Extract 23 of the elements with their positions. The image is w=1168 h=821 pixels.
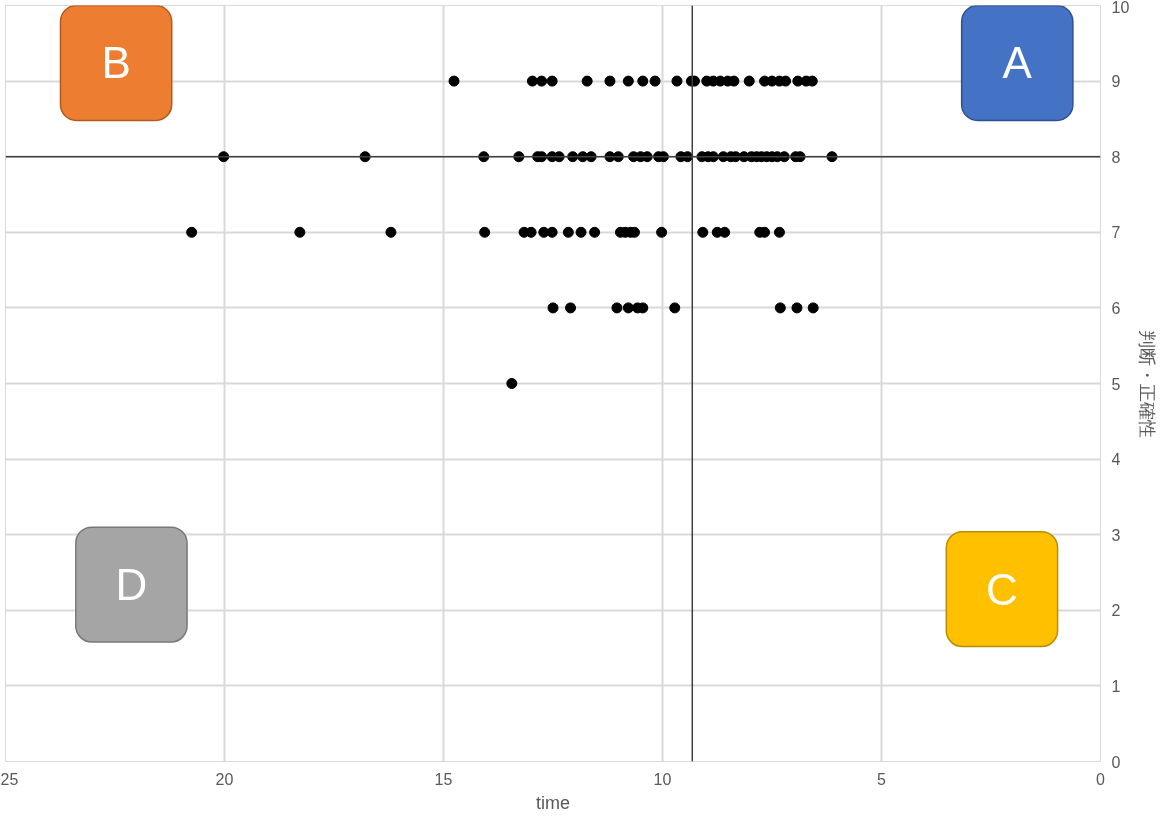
y-tick-label: 9 <box>1111 73 1121 91</box>
x-tick-label: 5 <box>877 770 887 788</box>
x-tick-label: 10 <box>653 770 672 788</box>
x-tick-label: 20 <box>215 770 234 788</box>
x-tick-label: 15 <box>434 770 453 788</box>
x-tick-label: 25 <box>0 770 19 788</box>
x-tick-label: 0 <box>1096 770 1106 788</box>
y-tick-label: 6 <box>1111 299 1121 317</box>
y-tick-label: 7 <box>1111 224 1121 242</box>
y-tick-label: 5 <box>1111 375 1121 393</box>
y-tick-label: 10 <box>1111 0 1130 16</box>
y-tick-label: 2 <box>1111 602 1121 620</box>
annotation: C <box>986 564 1018 614</box>
y-tick-label: 3 <box>1111 526 1121 544</box>
annotation: D <box>115 560 148 610</box>
y-tick-label: 8 <box>1111 148 1121 166</box>
annotation: B <box>101 38 131 88</box>
y-tick-label: 0 <box>1111 753 1121 771</box>
y-axis-title: 判断・正確性 <box>1137 329 1158 438</box>
y-tick-label: 4 <box>1111 451 1121 469</box>
x-axis-title: time <box>536 792 571 813</box>
y-tick-label: 1 <box>1111 677 1121 695</box>
annotation: A <box>1002 38 1033 88</box>
